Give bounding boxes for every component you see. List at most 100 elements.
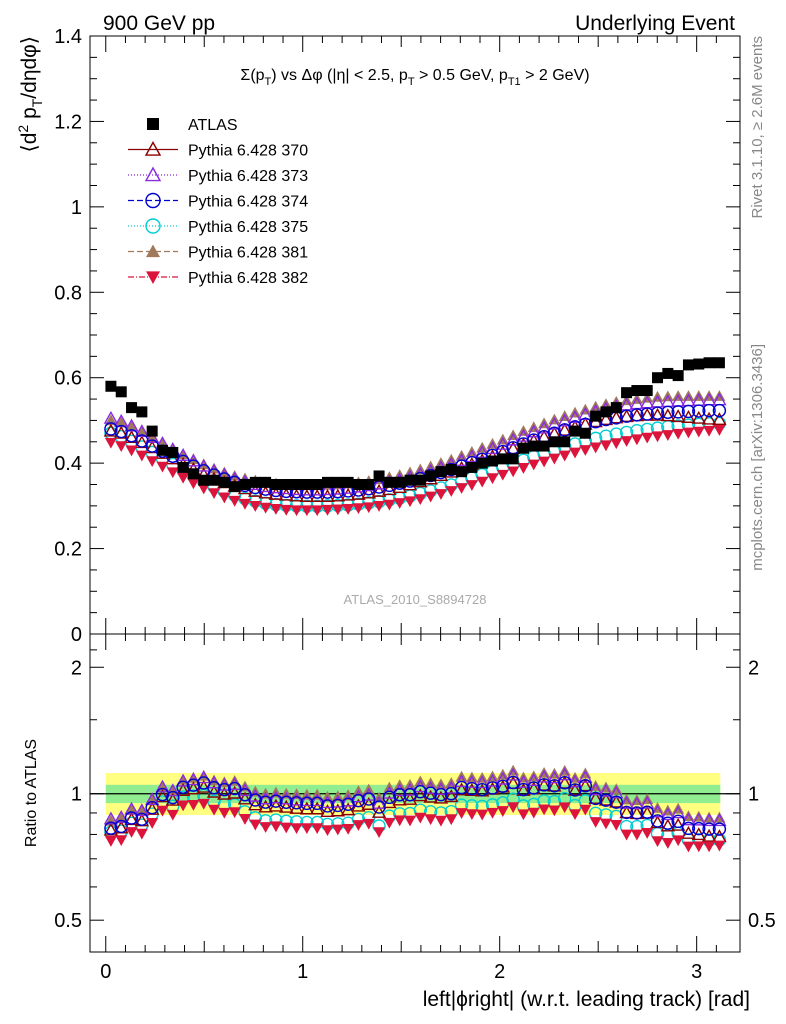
data-point bbox=[351, 789, 366, 803]
data-point bbox=[640, 805, 654, 819]
data-point bbox=[691, 410, 706, 424]
data-point bbox=[321, 504, 334, 516]
data-point bbox=[144, 430, 160, 444]
data-point bbox=[652, 372, 664, 384]
data-point bbox=[496, 806, 509, 817]
data-point bbox=[517, 809, 530, 821]
data-point bbox=[239, 479, 251, 490]
data-point bbox=[455, 483, 468, 494]
data-point bbox=[320, 482, 335, 496]
data-point bbox=[103, 811, 119, 825]
data-point bbox=[464, 449, 480, 463]
data-point bbox=[280, 479, 292, 490]
data-point bbox=[373, 501, 386, 512]
ratio-series-2 bbox=[103, 767, 727, 827]
data-point bbox=[249, 476, 261, 488]
data-point bbox=[331, 798, 345, 813]
data-point bbox=[599, 818, 612, 830]
data-point bbox=[692, 841, 705, 853]
data-point bbox=[144, 792, 160, 806]
data-point bbox=[567, 774, 583, 788]
watermark: ATLAS_2010_S8894728 bbox=[344, 592, 487, 607]
data-point bbox=[248, 793, 263, 807]
data-point bbox=[351, 793, 366, 808]
data-point bbox=[476, 457, 488, 469]
data-point bbox=[404, 496, 417, 508]
data-point bbox=[144, 141, 162, 156]
data-point bbox=[268, 486, 284, 500]
data-point bbox=[321, 476, 333, 488]
data-point bbox=[198, 474, 210, 486]
data-point bbox=[393, 815, 406, 827]
data-point bbox=[567, 409, 583, 423]
data-point bbox=[165, 792, 180, 806]
y-tick-label: 1 bbox=[71, 197, 82, 219]
data-point bbox=[650, 814, 665, 828]
data-point bbox=[537, 778, 551, 792]
data-point bbox=[340, 793, 356, 807]
ratio-series-6 bbox=[104, 798, 726, 853]
data-point bbox=[402, 791, 418, 805]
data-point bbox=[166, 790, 180, 805]
data-point bbox=[115, 835, 128, 846]
data-point bbox=[206, 784, 222, 798]
data-point bbox=[299, 489, 315, 502]
data-point bbox=[208, 804, 221, 816]
data-point bbox=[455, 808, 468, 819]
ratio-y-tick-label: 1 bbox=[71, 784, 82, 806]
data-point bbox=[660, 818, 676, 832]
data-point bbox=[485, 441, 500, 455]
data-point bbox=[361, 787, 376, 801]
data-point bbox=[713, 840, 726, 852]
data-point bbox=[672, 370, 684, 382]
data-point bbox=[135, 805, 148, 816]
data-point bbox=[495, 436, 511, 450]
data-point bbox=[703, 841, 716, 853]
data-point bbox=[475, 445, 490, 458]
data-point bbox=[114, 809, 129, 823]
data-point bbox=[227, 781, 242, 796]
data-point bbox=[382, 482, 397, 496]
data-point bbox=[146, 425, 158, 437]
data-point bbox=[701, 828, 717, 842]
data-point bbox=[693, 358, 705, 370]
data-point bbox=[671, 814, 685, 829]
data-point bbox=[351, 486, 366, 500]
data-point bbox=[425, 470, 437, 482]
y-tick-label: 0.6 bbox=[54, 368, 82, 390]
y-tick-label: 1.4 bbox=[54, 26, 82, 48]
data-point bbox=[269, 794, 283, 808]
data-point bbox=[651, 431, 664, 443]
rivet-label: Rivet 3.1.10, ≥ 2.6M events bbox=[749, 36, 766, 219]
data-point bbox=[516, 774, 531, 788]
data-point bbox=[186, 781, 201, 795]
data-point bbox=[114, 819, 128, 834]
data-point bbox=[609, 410, 624, 424]
data-point bbox=[681, 821, 696, 836]
data-point bbox=[165, 451, 180, 465]
data-point bbox=[434, 489, 447, 500]
data-point bbox=[599, 440, 612, 452]
data-point bbox=[258, 485, 273, 499]
data-point bbox=[371, 476, 387, 490]
data-point bbox=[126, 402, 138, 414]
data-point bbox=[197, 798, 210, 810]
data-point bbox=[485, 773, 500, 787]
data-point bbox=[424, 491, 437, 503]
ratio-y-axis-label: Ratio to ATLAS bbox=[23, 739, 40, 847]
data-point bbox=[238, 498, 251, 510]
data-point bbox=[290, 505, 303, 517]
data-point bbox=[661, 405, 675, 420]
data-point bbox=[259, 822, 272, 833]
data-point bbox=[146, 456, 159, 468]
data-point bbox=[187, 799, 200, 811]
data-point bbox=[330, 488, 345, 502]
data-point bbox=[579, 445, 592, 456]
data-point bbox=[557, 422, 572, 436]
data-point bbox=[526, 773, 541, 787]
data-point bbox=[186, 778, 201, 792]
data-point bbox=[692, 426, 705, 438]
data-point bbox=[177, 461, 189, 473]
data-point bbox=[433, 790, 449, 804]
